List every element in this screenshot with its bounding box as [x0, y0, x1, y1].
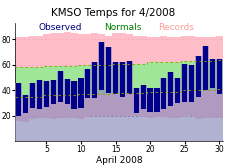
Bar — [16, 83, 21, 116]
Bar — [167, 73, 173, 106]
Bar — [85, 69, 90, 98]
Bar — [64, 79, 70, 104]
Bar — [154, 88, 159, 112]
Bar — [30, 83, 35, 108]
Text: Normals: Normals — [104, 23, 141, 32]
Bar — [23, 95, 28, 113]
Bar — [37, 80, 42, 109]
Bar — [133, 88, 138, 113]
Bar — [147, 88, 152, 112]
Bar — [140, 85, 145, 109]
Text: Observed: Observed — [38, 23, 81, 32]
Bar — [112, 62, 118, 94]
Bar — [126, 61, 131, 94]
Bar — [50, 80, 56, 104]
Text: Records: Records — [158, 23, 193, 32]
Bar — [202, 46, 207, 90]
Bar — [78, 78, 83, 108]
Bar — [181, 64, 186, 102]
Bar — [195, 56, 200, 97]
Bar — [174, 78, 180, 103]
X-axis label: April 2008: April 2008 — [95, 156, 142, 165]
Bar — [188, 65, 193, 102]
Bar — [161, 78, 166, 109]
Bar — [57, 71, 63, 102]
Bar — [106, 47, 111, 93]
Bar — [44, 81, 49, 107]
Bar — [209, 59, 214, 88]
Bar — [99, 42, 104, 90]
Bar — [216, 59, 221, 94]
Bar — [119, 62, 124, 97]
Text: KMSO Temps for 4/2008: KMSO Temps for 4/2008 — [51, 8, 174, 18]
Bar — [71, 81, 76, 109]
Bar — [92, 62, 97, 98]
